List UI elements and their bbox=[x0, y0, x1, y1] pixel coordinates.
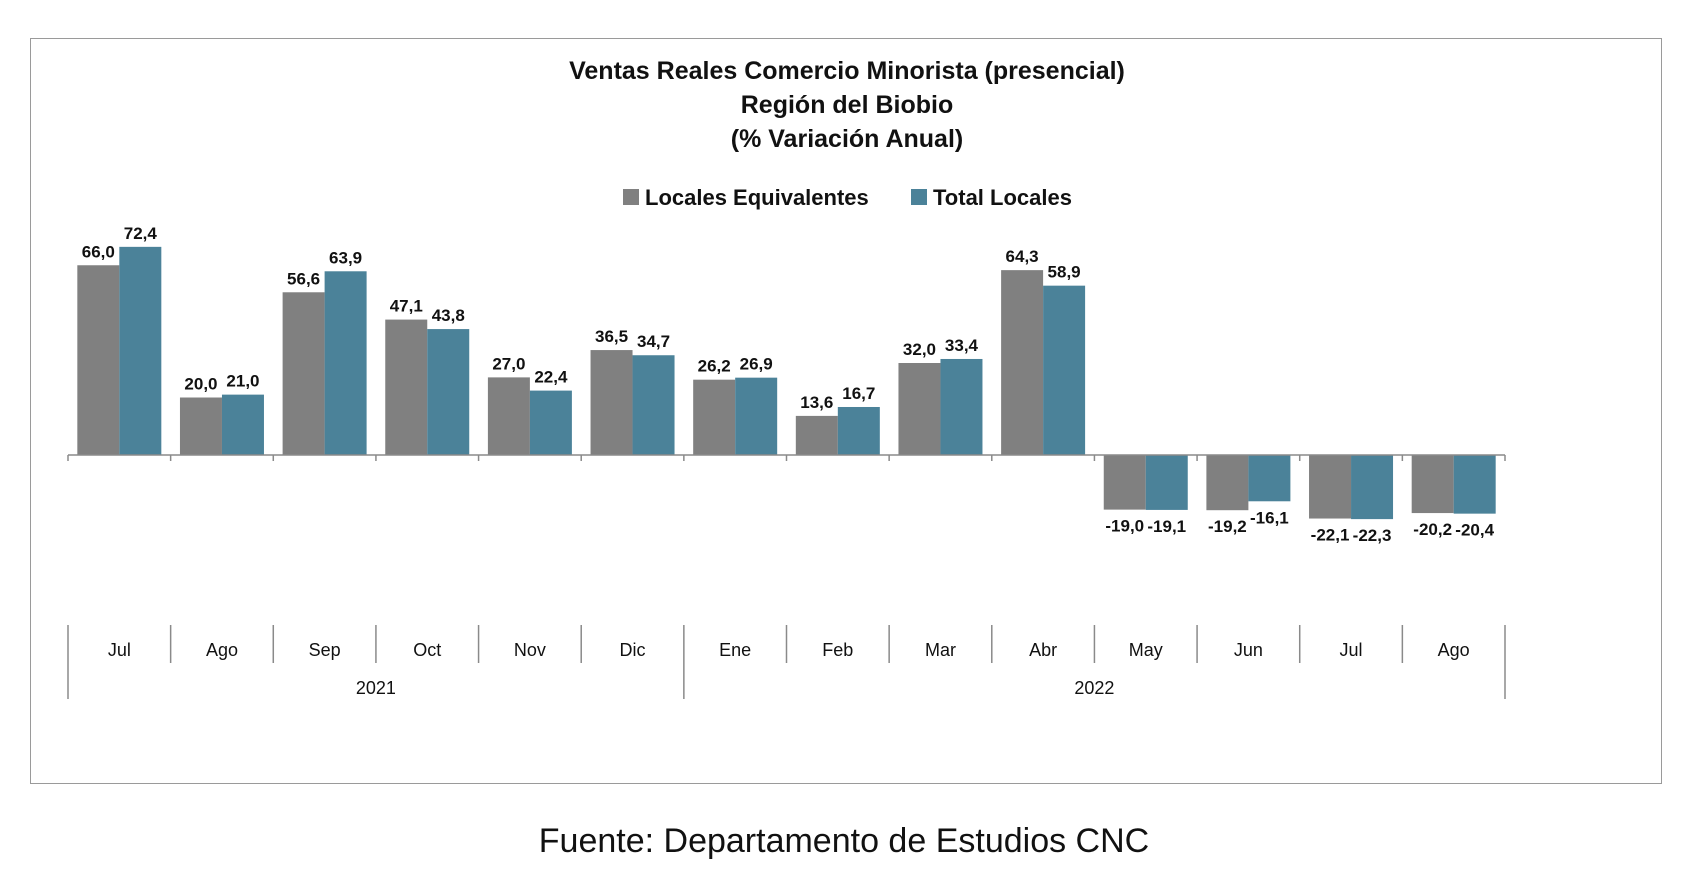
legend: Locales Equivalentes Total Locales bbox=[623, 185, 1072, 210]
bar-locales-equivalentes-12 bbox=[1206, 455, 1249, 511]
data-label-locales-equivalentes-11: -19,0 bbox=[1105, 517, 1144, 536]
data-label-locales-equivalentes-12: -19,2 bbox=[1208, 517, 1247, 536]
data-labels: 66,0 72,4 20,0 21,0 56,6 63,9 47,1 43,8 27,0 22,4… bbox=[82, 224, 1495, 545]
bar-total-locales-7 bbox=[735, 377, 778, 455]
bar-locales-equivalentes-6 bbox=[590, 350, 633, 455]
bar-locales-equivalentes-5 bbox=[487, 377, 530, 455]
bar-total-locales-10 bbox=[1043, 285, 1086, 455]
data-label-locales-equivalentes-4: 47,1 bbox=[390, 297, 423, 316]
legend-label-locales-equivalentes: Locales Equivalentes bbox=[645, 185, 869, 210]
month-label-7: Ene bbox=[719, 640, 751, 660]
data-label-total-locales-7: 26,9 bbox=[740, 355, 773, 374]
bar-locales-equivalentes-9 bbox=[898, 363, 941, 455]
bar-total-locales-8 bbox=[837, 406, 880, 455]
chart-frame: Ventas Reales Comercio Minorista (presen… bbox=[30, 38, 1662, 784]
month-label-13: Jul bbox=[1340, 640, 1363, 660]
bar-total-locales-4 bbox=[427, 329, 470, 455]
legend-label-total-locales: Total Locales bbox=[933, 185, 1072, 210]
data-label-locales-equivalentes-1: 66,0 bbox=[82, 242, 115, 261]
data-label-total-locales-12: -16,1 bbox=[1250, 508, 1289, 527]
bar-total-locales-2 bbox=[221, 394, 264, 455]
data-label-total-locales-1: 72,4 bbox=[124, 224, 158, 243]
month-label-11: May bbox=[1129, 640, 1163, 660]
data-label-locales-equivalentes-3: 56,6 bbox=[287, 269, 320, 288]
bar-locales-equivalentes-10 bbox=[1001, 270, 1044, 455]
data-label-locales-equivalentes-14: -20,2 bbox=[1413, 520, 1452, 539]
bar-total-locales-12 bbox=[1248, 455, 1291, 502]
bar-locales-equivalentes-7 bbox=[693, 379, 736, 455]
bar-locales-equivalentes-14 bbox=[1411, 455, 1454, 514]
data-label-total-locales-3: 63,9 bbox=[329, 248, 362, 267]
data-label-total-locales-10: 58,9 bbox=[1048, 263, 1081, 282]
bar-total-locales-3 bbox=[324, 271, 367, 455]
data-label-locales-equivalentes-5: 27,0 bbox=[492, 354, 525, 373]
source-note: Fuente: Departamento de Estudios CNC bbox=[538, 822, 1150, 860]
month-label-8: Feb bbox=[822, 640, 853, 660]
data-label-total-locales-2: 21,0 bbox=[226, 372, 259, 391]
year-label-2022: 2022 bbox=[1074, 678, 1114, 698]
month-label-3: Sep bbox=[309, 640, 341, 660]
data-label-total-locales-14: -20,4 bbox=[1455, 521, 1494, 540]
data-label-total-locales-5: 22,4 bbox=[534, 368, 568, 387]
bar-total-locales-9 bbox=[940, 358, 983, 455]
bars bbox=[77, 246, 1496, 520]
data-label-locales-equivalentes-6: 36,5 bbox=[595, 327, 628, 346]
axes: Jul Ago Sep Oct Nov Dic Ene Feb Mar Abr May Jun Jul A… bbox=[67, 454, 1506, 699]
data-label-total-locales-4: 43,8 bbox=[432, 306, 465, 325]
data-label-locales-equivalentes-13: -22,1 bbox=[1311, 526, 1350, 545]
data-label-total-locales-13: -22,3 bbox=[1353, 526, 1392, 545]
data-label-locales-equivalentes-10: 64,3 bbox=[1006, 247, 1039, 266]
data-label-locales-equivalentes-2: 20,0 bbox=[184, 375, 217, 394]
month-label-9: Mar bbox=[925, 640, 956, 660]
bar-total-locales-13 bbox=[1351, 455, 1394, 520]
data-label-total-locales-8: 16,7 bbox=[842, 384, 875, 403]
month-label-5: Nov bbox=[514, 640, 546, 660]
bar-total-locales-5 bbox=[529, 390, 572, 455]
bar-locales-equivalentes-2 bbox=[179, 397, 222, 455]
bar-total-locales-6 bbox=[632, 355, 675, 455]
bar-locales-equivalentes-3 bbox=[282, 292, 325, 455]
legend-swatch-locales-equivalentes bbox=[623, 189, 639, 205]
bar-locales-equivalentes-1 bbox=[77, 265, 120, 455]
chart-title-line-3: (% Variación Anual) bbox=[731, 125, 963, 153]
month-label-1: Jul bbox=[108, 640, 131, 660]
month-label-6: Dic bbox=[620, 640, 646, 660]
month-label-14: Ago bbox=[1438, 640, 1470, 660]
data-label-locales-equivalentes-9: 32,0 bbox=[903, 340, 936, 359]
data-label-total-locales-11: -19,1 bbox=[1147, 517, 1186, 536]
year-label-2021: 2021 bbox=[356, 678, 396, 698]
month-label-12: Jun bbox=[1234, 640, 1263, 660]
bar-total-locales-1 bbox=[119, 246, 162, 455]
bar-chart: Ventas Reales Comercio Minorista (presen… bbox=[67, 57, 1506, 699]
chart-title-line-1: Ventas Reales Comercio Minorista (presen… bbox=[569, 57, 1125, 85]
bar-locales-equivalentes-13 bbox=[1309, 455, 1352, 519]
bar-locales-equivalentes-8 bbox=[795, 415, 838, 455]
data-label-total-locales-9: 33,4 bbox=[945, 336, 979, 355]
bar-locales-equivalentes-11 bbox=[1103, 455, 1146, 510]
bar-total-locales-11 bbox=[1145, 455, 1188, 510]
month-label-4: Oct bbox=[413, 640, 441, 660]
data-label-total-locales-6: 34,7 bbox=[637, 332, 670, 351]
bar-locales-equivalentes-4 bbox=[385, 319, 428, 455]
month-label-2: Ago bbox=[206, 640, 238, 660]
chart-title-line-2: Región del Biobio bbox=[741, 91, 954, 119]
data-label-locales-equivalentes-7: 26,2 bbox=[698, 357, 731, 376]
chart-title: Ventas Reales Comercio Minorista (presen… bbox=[569, 57, 1125, 153]
month-label-10: Abr bbox=[1029, 640, 1057, 660]
bar-total-locales-14 bbox=[1453, 455, 1496, 514]
legend-swatch-total-locales bbox=[911, 189, 927, 205]
data-label-locales-equivalentes-8: 13,6 bbox=[800, 393, 833, 412]
